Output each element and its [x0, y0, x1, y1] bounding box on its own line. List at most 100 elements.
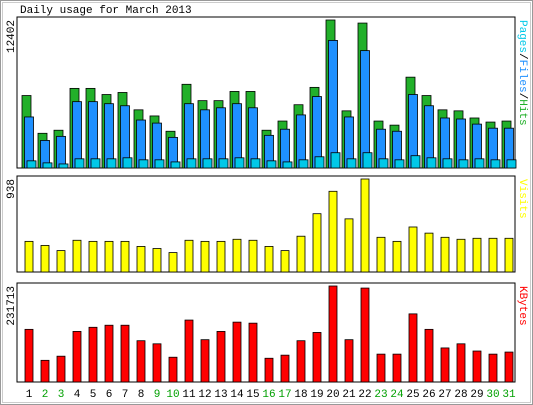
bar: [120, 240, 130, 273]
x-tick-label: 27: [438, 389, 451, 401]
bar: [202, 158, 213, 169]
bar: [376, 236, 386, 273]
x-tick-label: 2: [42, 389, 49, 401]
bar: [330, 152, 341, 169]
x-tick-label: 21: [342, 389, 356, 401]
x-tick-label: 5: [90, 389, 97, 401]
x-tick-label: 11: [182, 389, 196, 401]
bar: [88, 326, 98, 383]
bar: [122, 157, 133, 169]
bar: [104, 240, 114, 273]
x-tick-label: 16: [262, 389, 275, 401]
bar: [152, 248, 162, 273]
bar: [360, 178, 370, 273]
x-tick-label: 17: [278, 389, 291, 401]
bar: [378, 158, 389, 169]
bar: [72, 331, 82, 383]
y-tick-label: 231713: [6, 286, 18, 326]
bar: [312, 213, 322, 273]
x-tick-label: 31: [502, 389, 516, 401]
y-tick-label: 938: [6, 179, 18, 199]
bar: [184, 239, 194, 273]
bar: [200, 339, 210, 383]
legend-entry: Files: [516, 60, 528, 93]
bar: [216, 331, 226, 383]
bar: [426, 157, 437, 169]
bar: [232, 238, 242, 273]
bar: [488, 237, 498, 273]
bar: [282, 161, 293, 169]
bar: [408, 313, 418, 383]
x-tick-label: 9: [154, 389, 161, 401]
bar: [200, 240, 210, 273]
bar: [104, 324, 114, 383]
bar: [410, 155, 421, 169]
bar: [170, 161, 181, 169]
bar: [266, 160, 277, 169]
bar: [408, 226, 418, 273]
bar: [184, 103, 194, 169]
x-tick-label: 25: [406, 389, 419, 401]
bar: [440, 236, 450, 273]
bar: [346, 158, 357, 169]
x-tick-label: 4: [74, 389, 81, 401]
bar: [424, 328, 434, 383]
x-tick-label: 26: [422, 389, 435, 401]
bar: [376, 353, 386, 383]
x-tick-label: 24: [390, 389, 404, 401]
bar: [24, 328, 34, 383]
x-tick-label: 20: [326, 389, 339, 401]
bar: [250, 158, 261, 169]
bar: [504, 237, 514, 273]
bar: [328, 190, 338, 273]
bar: [264, 246, 274, 273]
x-tick-label: 19: [310, 389, 323, 401]
x-tick-label: 23: [374, 389, 387, 401]
x-tick-label: 10: [166, 389, 179, 401]
bar: [506, 159, 517, 169]
bar: [472, 237, 482, 273]
axis-label: KBytes: [516, 286, 528, 326]
bar: [424, 232, 434, 273]
bar: [394, 159, 405, 169]
x-tick-label: 1: [26, 389, 33, 401]
bar: [362, 152, 373, 169]
bar: [392, 240, 402, 273]
bar: [136, 246, 146, 273]
x-tick-label: 7: [122, 389, 129, 401]
y-tick-label: 12402: [6, 20, 18, 53]
bar: [344, 339, 354, 383]
bar: [312, 332, 322, 383]
axis-label: Visits: [516, 179, 528, 219]
x-tick-label: 8: [138, 389, 145, 401]
bar: [42, 162, 53, 169]
bar: [88, 240, 98, 273]
bar: [296, 235, 306, 273]
bar: [88, 101, 98, 169]
bar: [24, 116, 34, 169]
bar: [488, 353, 498, 383]
bar: [248, 239, 258, 273]
bar: [72, 101, 82, 169]
bar: [360, 50, 370, 169]
bar: [154, 159, 165, 169]
bar: [74, 158, 85, 169]
bar: [248, 322, 258, 383]
bar: [218, 158, 229, 169]
bar: [56, 135, 66, 169]
bar: [40, 245, 50, 273]
bar: [168, 356, 178, 383]
legend-separator: /: [516, 53, 528, 60]
bar: [138, 159, 149, 169]
legend-separator: /: [516, 93, 528, 100]
bar: [234, 157, 245, 169]
x-tick-label: 29: [470, 389, 483, 401]
bar: [186, 158, 197, 169]
bar: [120, 324, 130, 383]
bar: [474, 158, 485, 169]
chart-title: Daily usage for March 2013: [20, 5, 192, 17]
bar: [184, 319, 194, 383]
bar: [104, 103, 114, 169]
